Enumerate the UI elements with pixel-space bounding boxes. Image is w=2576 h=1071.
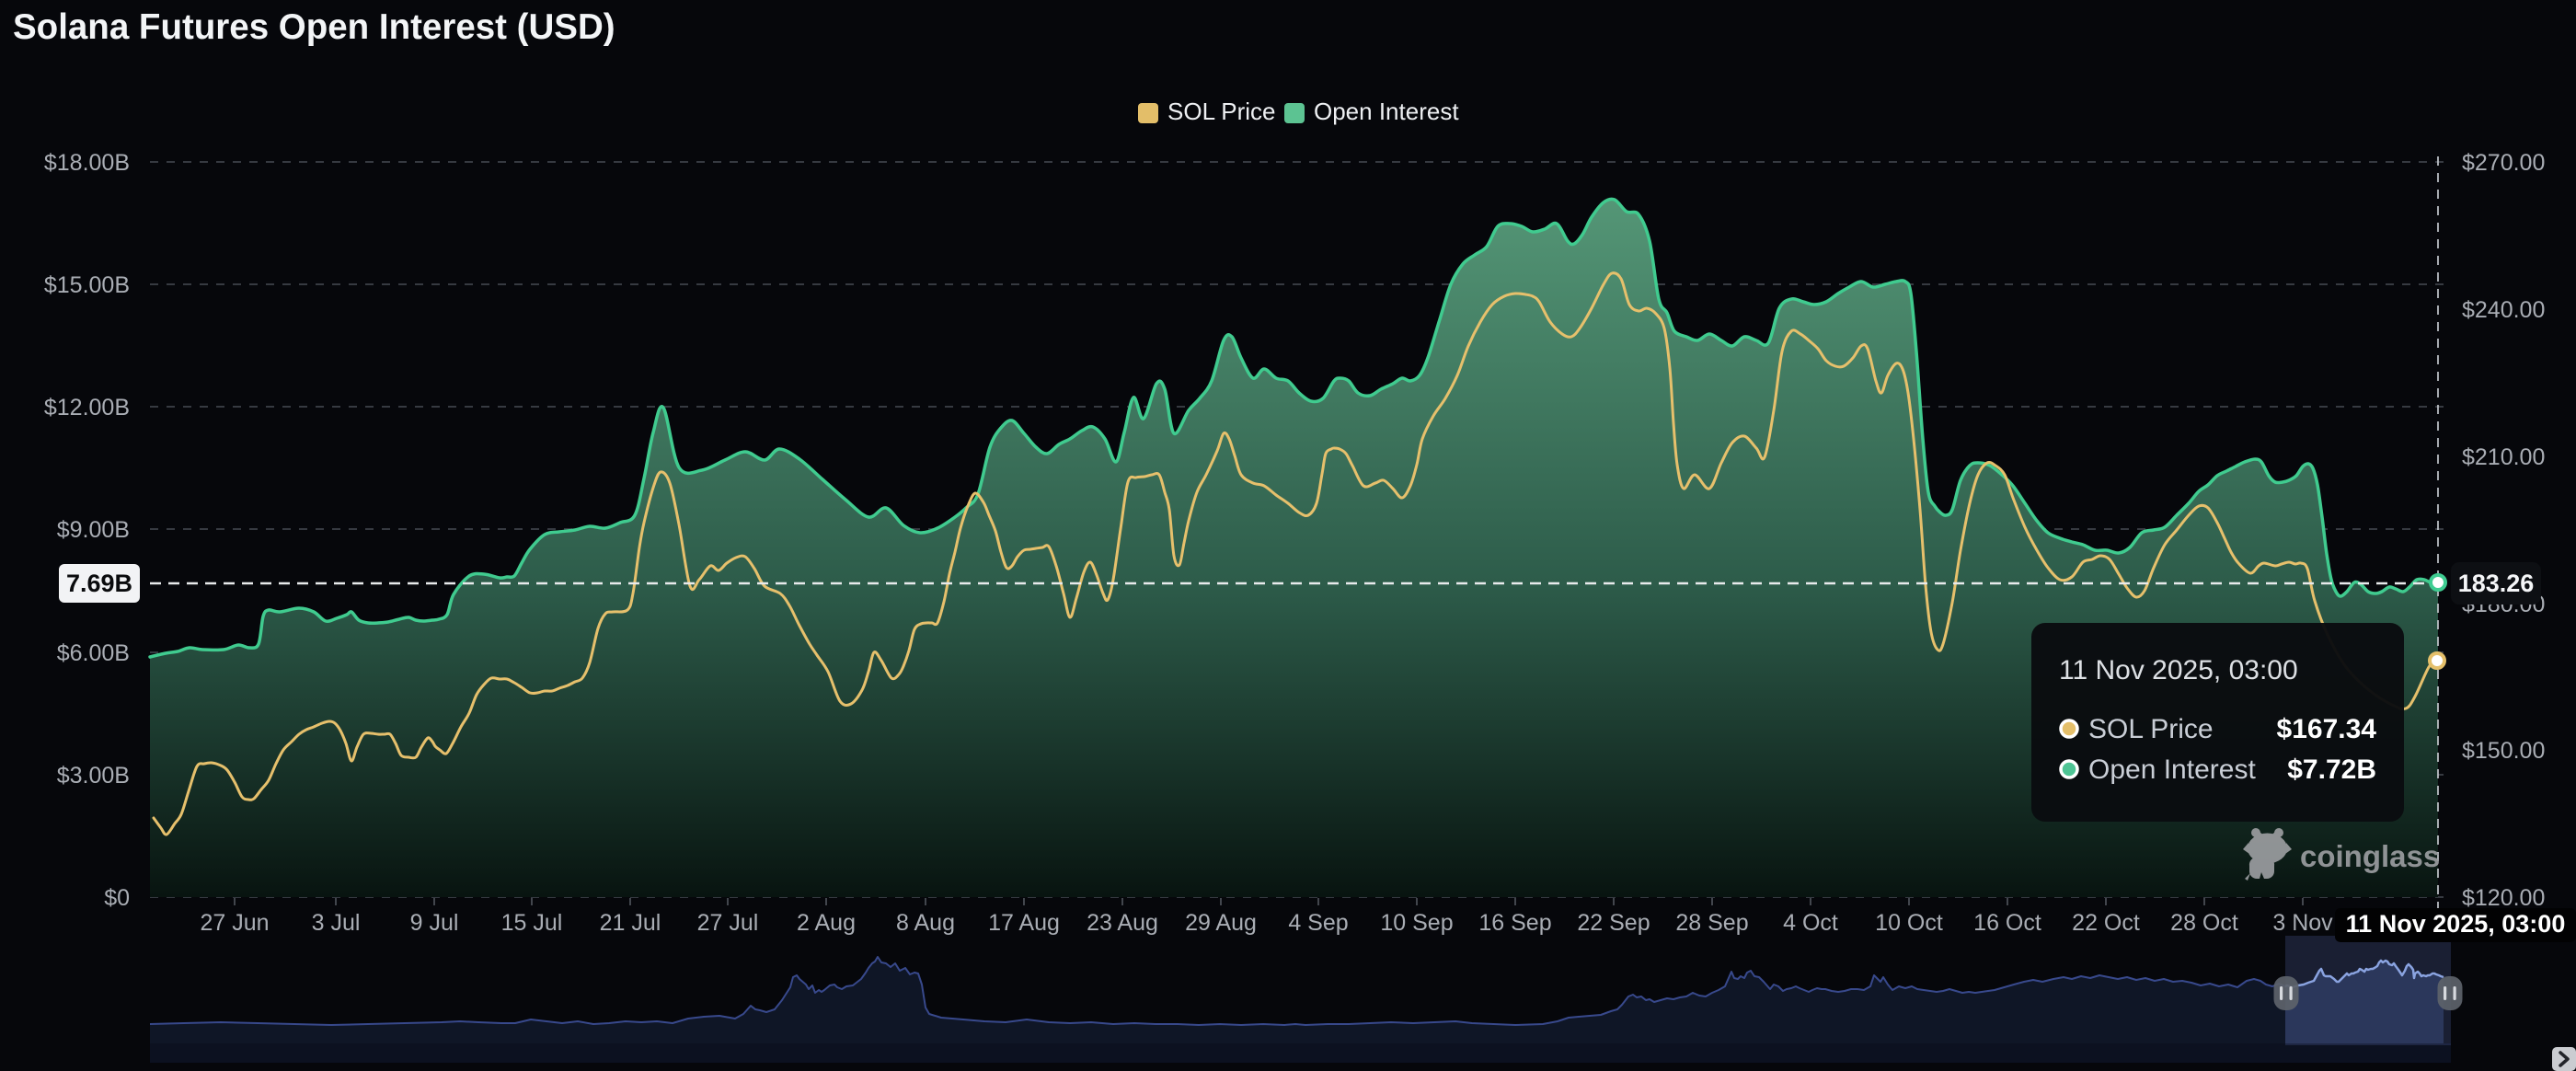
svg-text:10 Sep: 10 Sep (1380, 910, 1453, 936)
svg-text:10 Oct: 10 Oct (1875, 910, 1943, 936)
svg-text:SOL Price: SOL Price (1167, 98, 1276, 125)
svg-text:$15.00B: $15.00B (44, 272, 130, 298)
svg-text:$9.00B: $9.00B (57, 517, 130, 543)
svg-text:2 Aug: 2 Aug (797, 910, 856, 936)
svg-text:$0: $0 (104, 885, 130, 911)
svg-text:3 Jul: 3 Jul (312, 910, 361, 936)
svg-text:$240.00: $240.00 (2462, 297, 2545, 323)
svg-text:22 Oct: 22 Oct (2072, 910, 2140, 936)
svg-text:$150.00: $150.00 (2462, 738, 2545, 764)
svg-text:21 Jul: 21 Jul (600, 910, 661, 936)
svg-text:$120.00: $120.00 (2462, 885, 2545, 911)
svg-text:28 Sep: 28 Sep (1675, 910, 1748, 936)
svg-text:8 Aug: 8 Aug (896, 910, 955, 936)
svg-text:27 Jun: 27 Jun (200, 910, 269, 936)
svg-text:SOL Price: SOL Price (2088, 714, 2214, 744)
svg-text:3 Nov: 3 Nov (2272, 910, 2333, 936)
svg-text:16 Oct: 16 Oct (1973, 910, 2041, 936)
svg-text:$270.00: $270.00 (2462, 150, 2545, 176)
svg-text:$210.00: $210.00 (2462, 444, 2545, 470)
svg-text:Solana Futures Open Interest (: Solana Futures Open Interest (USD) (13, 7, 615, 47)
svg-text:Open Interest: Open Interest (2088, 754, 2256, 785)
svg-text:183.26: 183.26 (2458, 570, 2535, 597)
svg-text:9 Jul: 9 Jul (410, 910, 459, 936)
svg-text:$12.00B: $12.00B (44, 395, 130, 420)
svg-text:$18.00B: $18.00B (44, 150, 130, 176)
svg-text:17 Aug: 17 Aug (988, 910, 1060, 936)
svg-text:4 Sep: 4 Sep (1288, 910, 1348, 936)
svg-text:15 Jul: 15 Jul (501, 910, 563, 936)
svg-text:23 Aug: 23 Aug (1087, 910, 1158, 936)
svg-text:$167.34: $167.34 (2277, 714, 2377, 744)
svg-text:28 Oct: 28 Oct (2170, 910, 2238, 936)
svg-text:16 Sep: 16 Sep (1478, 910, 1551, 936)
svg-text:$6.00B: $6.00B (57, 640, 130, 666)
svg-text:27 Jul: 27 Jul (697, 910, 759, 936)
svg-text:$7.72B: $7.72B (2287, 754, 2376, 785)
svg-text:4 Oct: 4 Oct (1783, 910, 1838, 936)
svg-text:11 Nov 2025, 03:00: 11 Nov 2025, 03:00 (2346, 910, 2566, 938)
svg-text:Open Interest: Open Interest (1314, 98, 1459, 125)
svg-text:7.69B: 7.69B (66, 570, 132, 597)
svg-text:29 Aug: 29 Aug (1185, 910, 1257, 936)
svg-text:$3.00B: $3.00B (57, 763, 130, 789)
svg-text:11 Nov 2025, 03:00: 11 Nov 2025, 03:00 (2059, 655, 2298, 685)
svg-text:22 Sep: 22 Sep (1577, 910, 1650, 936)
svg-text:coinglass: coinglass (2300, 839, 2440, 873)
